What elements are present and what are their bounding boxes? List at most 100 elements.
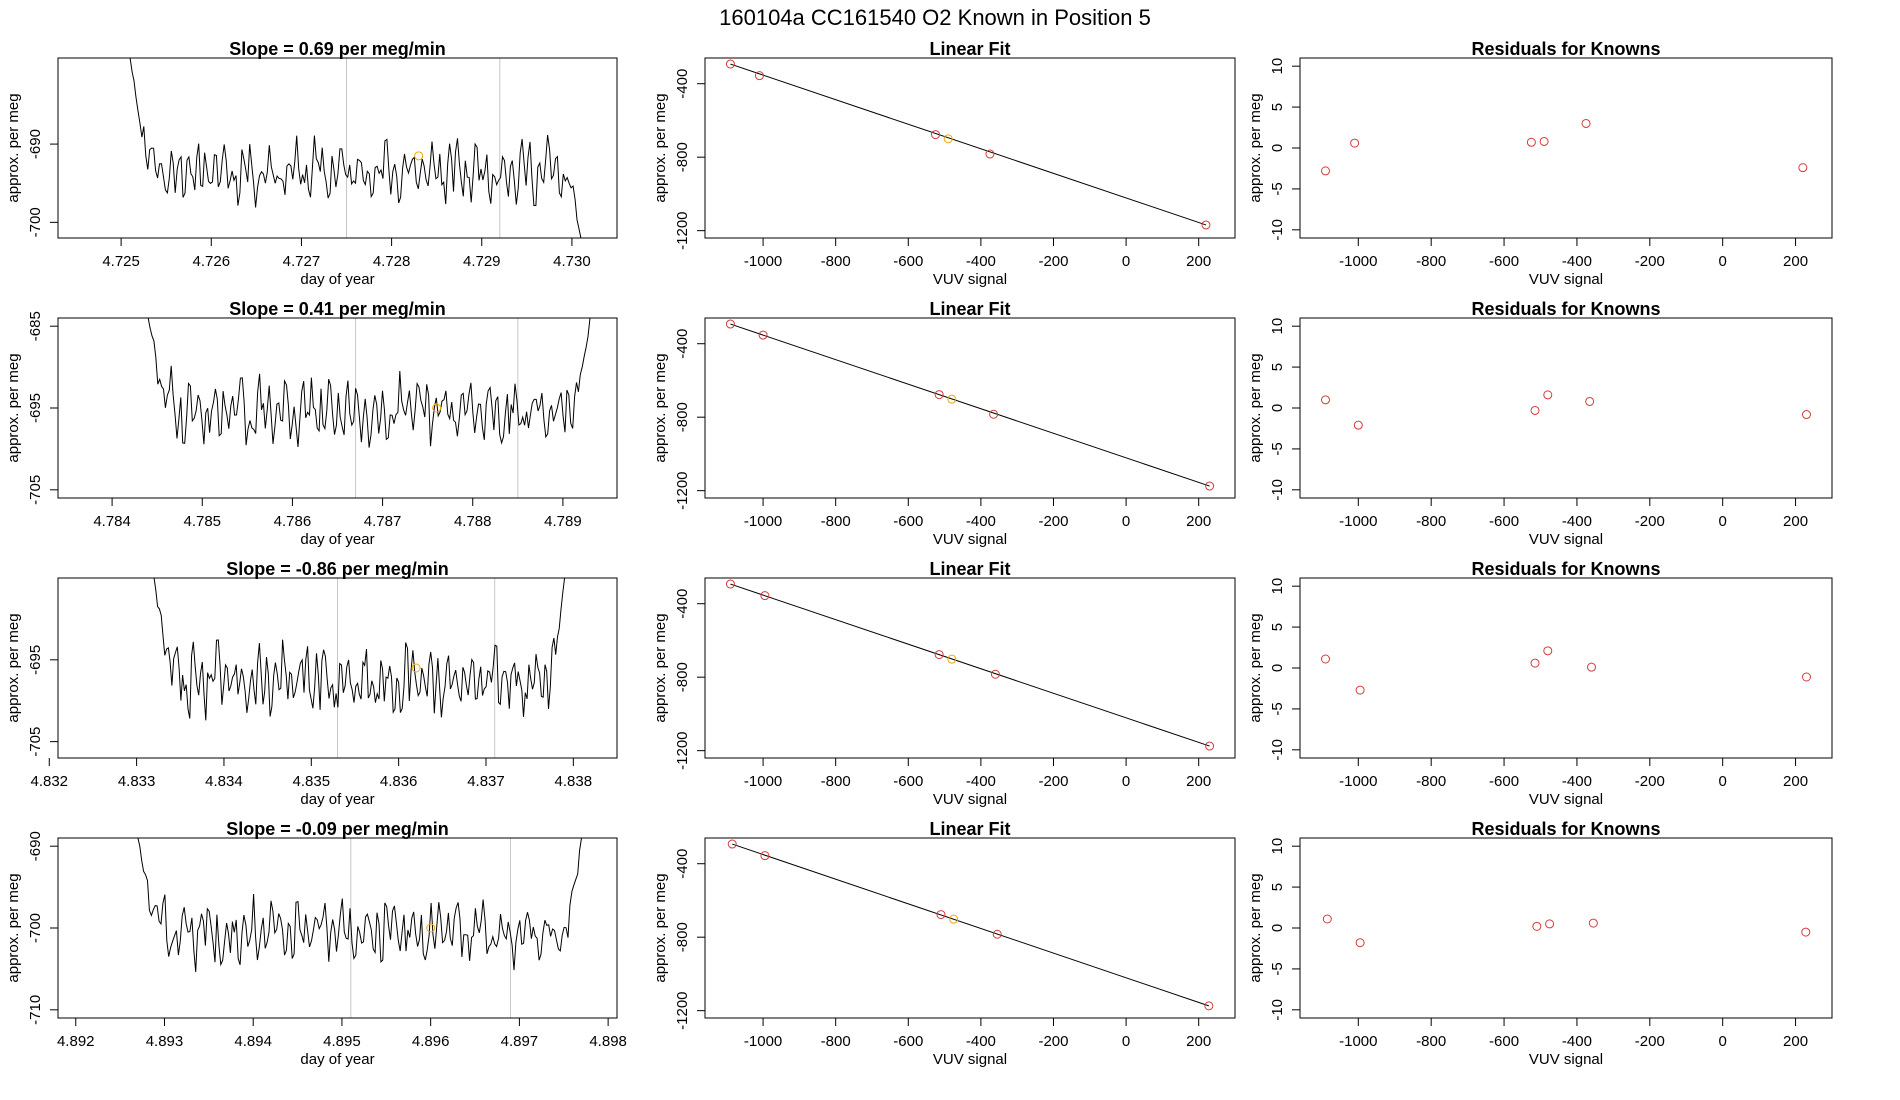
y-tick-label: 0	[1269, 404, 1286, 412]
x-tick-label: -600	[893, 1033, 923, 1050]
x-axis-label: VUV signal	[1529, 791, 1603, 808]
plot-area	[153, 578, 566, 758]
y-tick-label: -1200	[674, 991, 691, 1029]
plot-area	[1321, 390, 1811, 430]
x-tick-label: -800	[821, 253, 851, 270]
y-tick-label: 5	[1269, 883, 1286, 891]
x-tick-label: -600	[1489, 253, 1519, 270]
x-tick-label: -1000	[1339, 773, 1377, 790]
highlight-point	[947, 394, 957, 404]
plot-frame	[704, 57, 1236, 239]
x-tick-label: 4.836	[380, 773, 418, 790]
highlight-point	[943, 134, 953, 144]
x-tick-label: -1000	[744, 513, 782, 530]
x-tick-label: 0	[1122, 513, 1130, 530]
y-tick-label: -690	[27, 831, 44, 861]
x-tick-label: 4.837	[467, 773, 505, 790]
data-point	[931, 130, 941, 140]
panel-4-2: Linear Fit -1000 -800 -600 -400 -200 0 200 -1200…	[652, 819, 1236, 1068]
y-tick-label: 10	[1269, 838, 1286, 855]
x-tick-label: -400	[966, 513, 996, 530]
fit-line	[730, 323, 1210, 487]
panel-1-2: Linear Fit -1000 -800 -600 -400 -200 0 200 -1200…	[652, 39, 1236, 288]
x-tick-label: -800	[1416, 513, 1446, 530]
x-tick-label: 4.835	[293, 773, 331, 790]
panel-title: Slope = -0.09 per meg/min	[226, 819, 449, 839]
data-point	[1204, 1001, 1214, 1011]
y-tick-label: -5	[1269, 702, 1286, 715]
data-point	[725, 319, 735, 329]
data-point	[754, 71, 764, 81]
panel-3-2: Linear Fit -1000 -800 -600 -400 -200 0 200 -1200…	[652, 559, 1236, 808]
data-point	[1321, 166, 1331, 176]
panel-1-3: Residuals for Knowns-1000 -800 -600 -400 -20…	[1247, 39, 1833, 288]
data-point	[1588, 918, 1598, 928]
x-tick-label: 4.833	[118, 773, 156, 790]
data-point	[1545, 919, 1555, 929]
panel-2-2: Linear Fit -1000 -800 -600 -400 -200 0 200 -1200…	[652, 299, 1236, 548]
data-point	[758, 330, 768, 340]
x-tick-label: 4.789	[544, 513, 582, 530]
x-tick-label: -200	[1635, 253, 1665, 270]
x-tick-label: -200	[1635, 1033, 1665, 1050]
data-point	[1801, 672, 1811, 682]
x-tick-label: 4.729	[463, 253, 501, 270]
y-axis-label: approx. per meg	[5, 353, 22, 462]
y-axis-label: approx. per meg	[652, 613, 669, 722]
highlight-point	[949, 914, 959, 924]
x-tick-label: 0	[1122, 253, 1130, 270]
x-tick-label: 4.838	[555, 773, 593, 790]
x-tick-label: -200	[1635, 513, 1665, 530]
data-point	[1353, 420, 1363, 430]
data-point	[1539, 136, 1549, 146]
panel-title: Slope = 0.41 per meg/min	[229, 299, 446, 319]
x-tick-label: 4.786	[274, 513, 312, 530]
plot-frame	[57, 317, 618, 499]
panel-4-1: Slope = -0.09 per meg/min 4.892 4.893 4.894…	[5, 819, 627, 1068]
x-tick-label: -200	[1038, 253, 1068, 270]
y-axis-label: approx. per meg	[5, 613, 22, 722]
x-tick-label: -400	[1562, 513, 1592, 530]
x-tick-label: 4.726	[193, 253, 231, 270]
plot-frame	[1299, 837, 1833, 1019]
x-tick-label: -1000	[744, 1033, 782, 1050]
y-tick-label: 0	[1269, 144, 1286, 152]
y-tick-label: 5	[1269, 103, 1286, 111]
plot-area	[129, 58, 582, 238]
plot-area	[147, 318, 591, 498]
y-tick-label: -700	[27, 207, 44, 237]
y-tick-label: -695	[27, 393, 44, 423]
x-tick-label: 4.894	[234, 1033, 272, 1050]
x-tick-label: 200	[1186, 1033, 1211, 1050]
panel-title: Linear Fit	[929, 299, 1010, 319]
y-tick-label: -800	[674, 402, 691, 432]
x-axis-label: day of year	[300, 1051, 374, 1068]
data-point	[1350, 138, 1360, 148]
y-tick-label: -10	[1269, 999, 1286, 1021]
data-point	[1530, 405, 1540, 415]
data-point	[1581, 118, 1591, 128]
x-axis-label: day of year	[300, 531, 374, 548]
x-tick-label: -600	[893, 253, 923, 270]
y-tick-label: -1200	[674, 731, 691, 769]
x-tick-label: -600	[1489, 773, 1519, 790]
x-tick-label: 4.788	[454, 513, 492, 530]
x-tick-label: 4.898	[589, 1033, 627, 1050]
x-tick-label: 200	[1186, 773, 1211, 790]
plot-frame	[1299, 317, 1833, 499]
plot-frame	[704, 837, 1236, 1019]
x-tick-label: 4.728	[373, 253, 411, 270]
x-tick-label: 4.787	[364, 513, 402, 530]
x-tick-label: -400	[966, 253, 996, 270]
y-tick-label: -10	[1269, 219, 1286, 241]
x-tick-label: 0	[1719, 1033, 1727, 1050]
x-tick-label: 200	[1186, 253, 1211, 270]
x-axis-label: VUV signal	[1529, 271, 1603, 288]
y-axis-label: approx. per meg	[1247, 93, 1264, 202]
panel-title: Linear Fit	[929, 559, 1010, 579]
x-tick-label: 200	[1186, 513, 1211, 530]
x-tick-label: -1000	[744, 773, 782, 790]
panel-title: Residuals for Knowns	[1471, 819, 1660, 839]
x-tick-label: -800	[821, 773, 851, 790]
x-tick-label: 4.892	[57, 1033, 95, 1050]
